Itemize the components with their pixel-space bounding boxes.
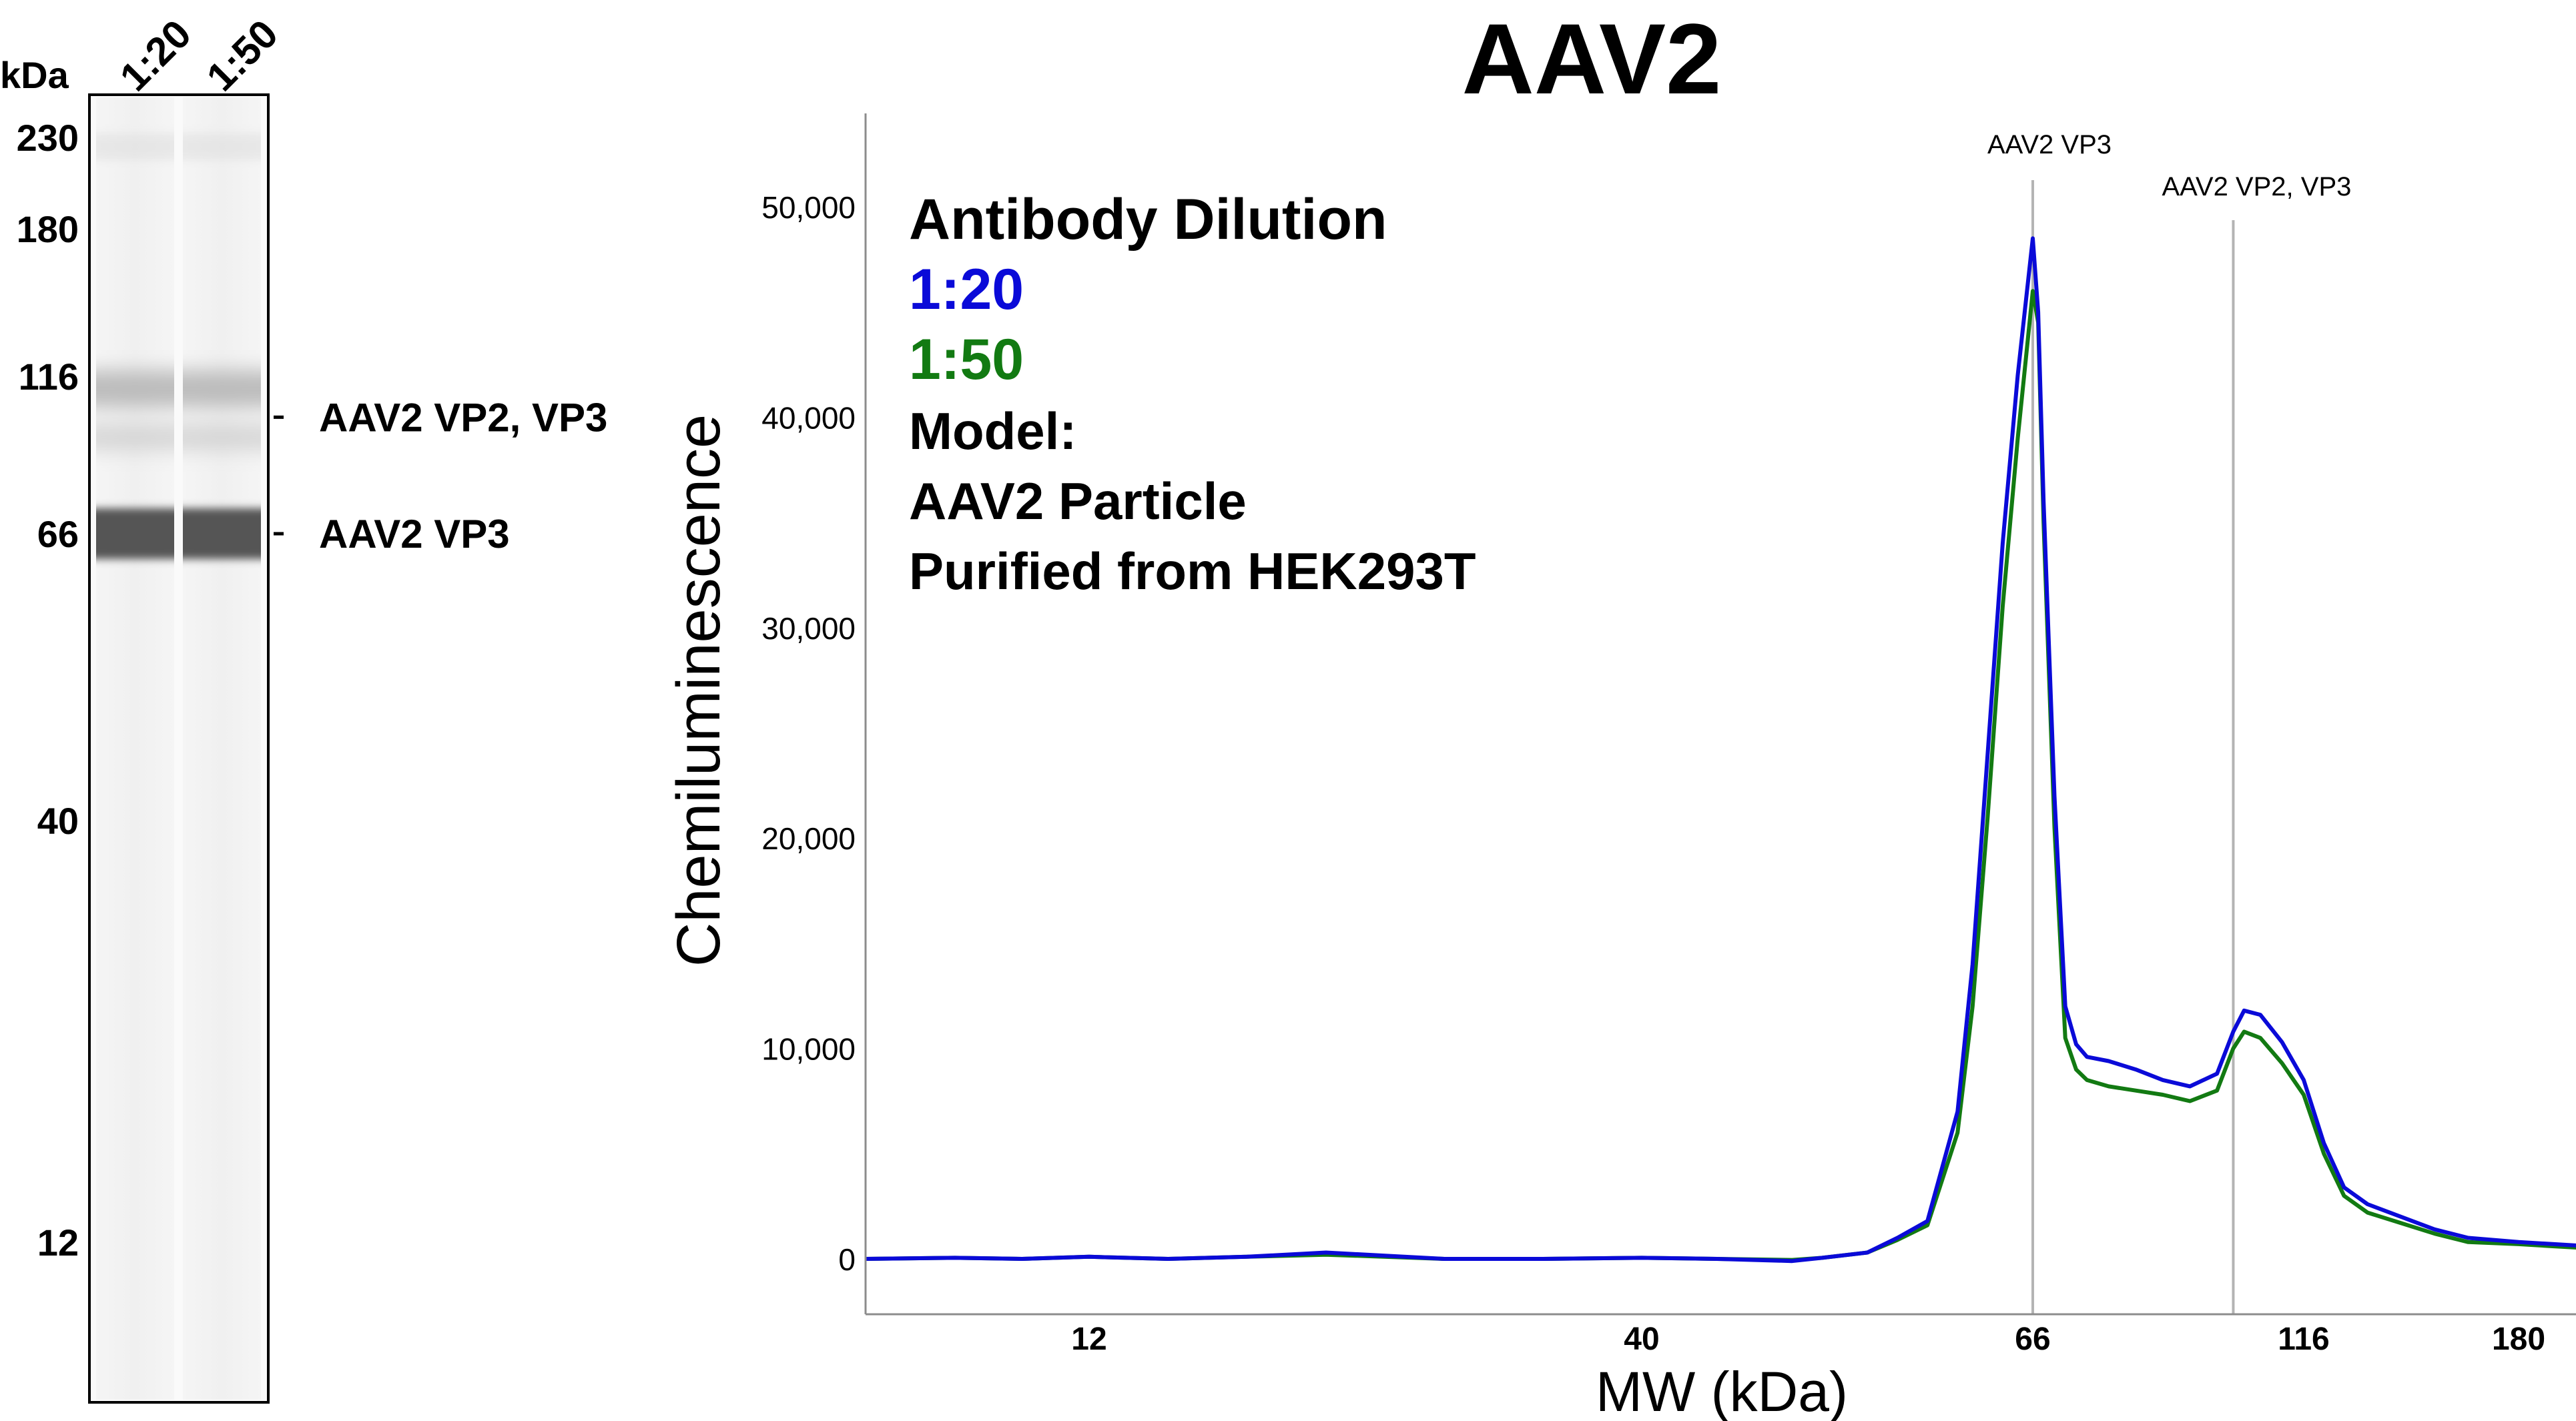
blot-smear bbox=[183, 133, 261, 160]
chart-title: AAV2 bbox=[1462, 3, 1722, 115]
legend: Antibody Dilution 1:20 1:50 Model: AAV2 … bbox=[909, 187, 1476, 600]
axes bbox=[864, 113, 2576, 1316]
legend-note-model: Model: bbox=[909, 402, 1076, 460]
blot-lane bbox=[96, 97, 174, 1400]
y-tick-label: 0 bbox=[838, 1242, 856, 1277]
blot-band-label: AAV2 VP2, VP3 bbox=[319, 395, 607, 440]
x-tick-label: 180 bbox=[2492, 1322, 2545, 1357]
x-tick-label: 40 bbox=[1624, 1322, 1659, 1357]
blot-band-labels: AAV2 VP2, VP3 AAV2 VP3 bbox=[274, 395, 607, 556]
x-tick-label: 116 bbox=[2278, 1322, 2329, 1357]
blot-unit-label: kDa bbox=[0, 54, 69, 96]
annotation-guides: AAV2 VP3 AAV2 VP2, VP3 bbox=[1987, 130, 2351, 1314]
legend-note-particle: AAV2 Particle bbox=[909, 472, 1247, 530]
blot-ladder-label: 40 bbox=[37, 800, 79, 842]
blot-band-vp2-vp3-lower bbox=[183, 424, 261, 451]
blot-smear bbox=[96, 133, 174, 160]
blot-band-vp3 bbox=[96, 508, 174, 559]
y-tick-label: 30,000 bbox=[761, 611, 856, 646]
blot-lane-label: 1:20 bbox=[111, 11, 200, 99]
series-line-1-20 bbox=[866, 236, 2576, 1264]
series-layer bbox=[866, 236, 2576, 1264]
legend-entry-1-50: 1:50 bbox=[909, 328, 1024, 392]
blot-ladder-label: 12 bbox=[37, 1222, 79, 1264]
blot-band-vp2-vp3 bbox=[96, 370, 174, 408]
y-tick-labels: 0 10,000 20,000 30,000 40,000 50,000 bbox=[761, 190, 856, 1277]
blot-panel: kDa 1:201:50 230 180 116 66 40 12 AAV2 VP2, V… bbox=[0, 11, 607, 1404]
x-tick-label: 12 bbox=[1071, 1322, 1106, 1357]
y-tick-label: 10,000 bbox=[761, 1032, 856, 1067]
blot-lane-label: 1:50 bbox=[198, 11, 286, 99]
blot-lane bbox=[183, 97, 261, 1400]
annotation-label: AAV2 VP3 bbox=[1987, 130, 2112, 159]
blot-band-vp2-vp3-lower bbox=[96, 424, 174, 451]
blot-band-label: AAV2 VP3 bbox=[319, 512, 510, 556]
annotation-label: AAV2 VP2, VP3 bbox=[2162, 172, 2352, 201]
x-tick-labels: 124066116180230 bbox=[1071, 1322, 2545, 1357]
legend-title: Antibody Dilution bbox=[909, 187, 1387, 252]
y-tick-label: 40,000 bbox=[761, 400, 856, 435]
blot-band-vp3 bbox=[183, 508, 261, 559]
y-axis-label: Chemiluminescence bbox=[665, 414, 733, 967]
blot-ladder-label: 66 bbox=[37, 513, 79, 555]
legend-entry-1-20: 1:20 bbox=[909, 258, 1024, 322]
legend-note-source: Purified from HEK293T bbox=[909, 542, 1476, 600]
blot-ladder-label: 116 bbox=[19, 356, 79, 398]
blot-lane-labels: 1:201:50 bbox=[111, 11, 286, 99]
blot-ladder: 230 180 116 66 40 12 bbox=[17, 117, 79, 1264]
blot-band-vp2-vp3 bbox=[183, 370, 261, 408]
x-axis-label: MW (kDa) bbox=[1596, 1360, 1848, 1421]
blot-ladder-label: 180 bbox=[17, 208, 79, 250]
series-line-1-50 bbox=[866, 289, 2576, 1262]
y-tick-label: 20,000 bbox=[761, 821, 856, 856]
y-tick-label: 50,000 bbox=[761, 190, 856, 225]
blot-border bbox=[88, 93, 270, 1404]
x-tick-label: 66 bbox=[2015, 1322, 2050, 1357]
blot-ladder-label: 230 bbox=[17, 117, 79, 159]
blot-frame bbox=[88, 93, 270, 1404]
